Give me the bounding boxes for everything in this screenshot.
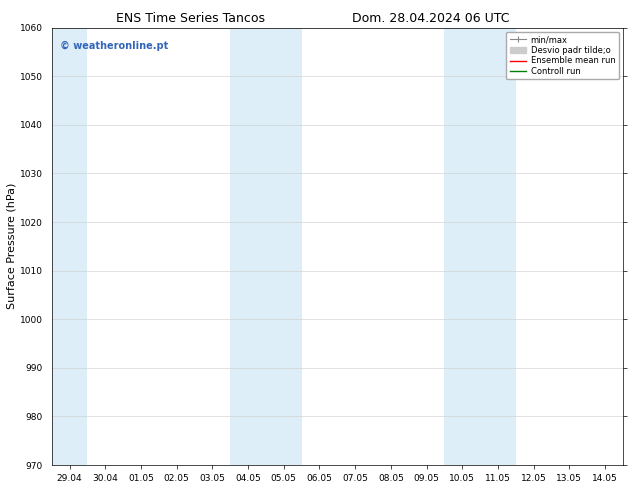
Text: Dom. 28.04.2024 06 UTC: Dom. 28.04.2024 06 UTC (353, 12, 510, 25)
Bar (230, 27, 302, 465)
Text: © weatheronline.pt: © weatheronline.pt (60, 41, 169, 51)
Y-axis label: Surface Pressure (hPa): Surface Pressure (hPa) (7, 183, 17, 310)
Text: ENS Time Series Tancos: ENS Time Series Tancos (115, 12, 265, 25)
Bar (444, 27, 516, 465)
Legend: min/max, Desvio padr tilde;o, Ensemble mean run, Controll run: min/max, Desvio padr tilde;o, Ensemble m… (507, 32, 619, 79)
Bar (52, 27, 87, 465)
